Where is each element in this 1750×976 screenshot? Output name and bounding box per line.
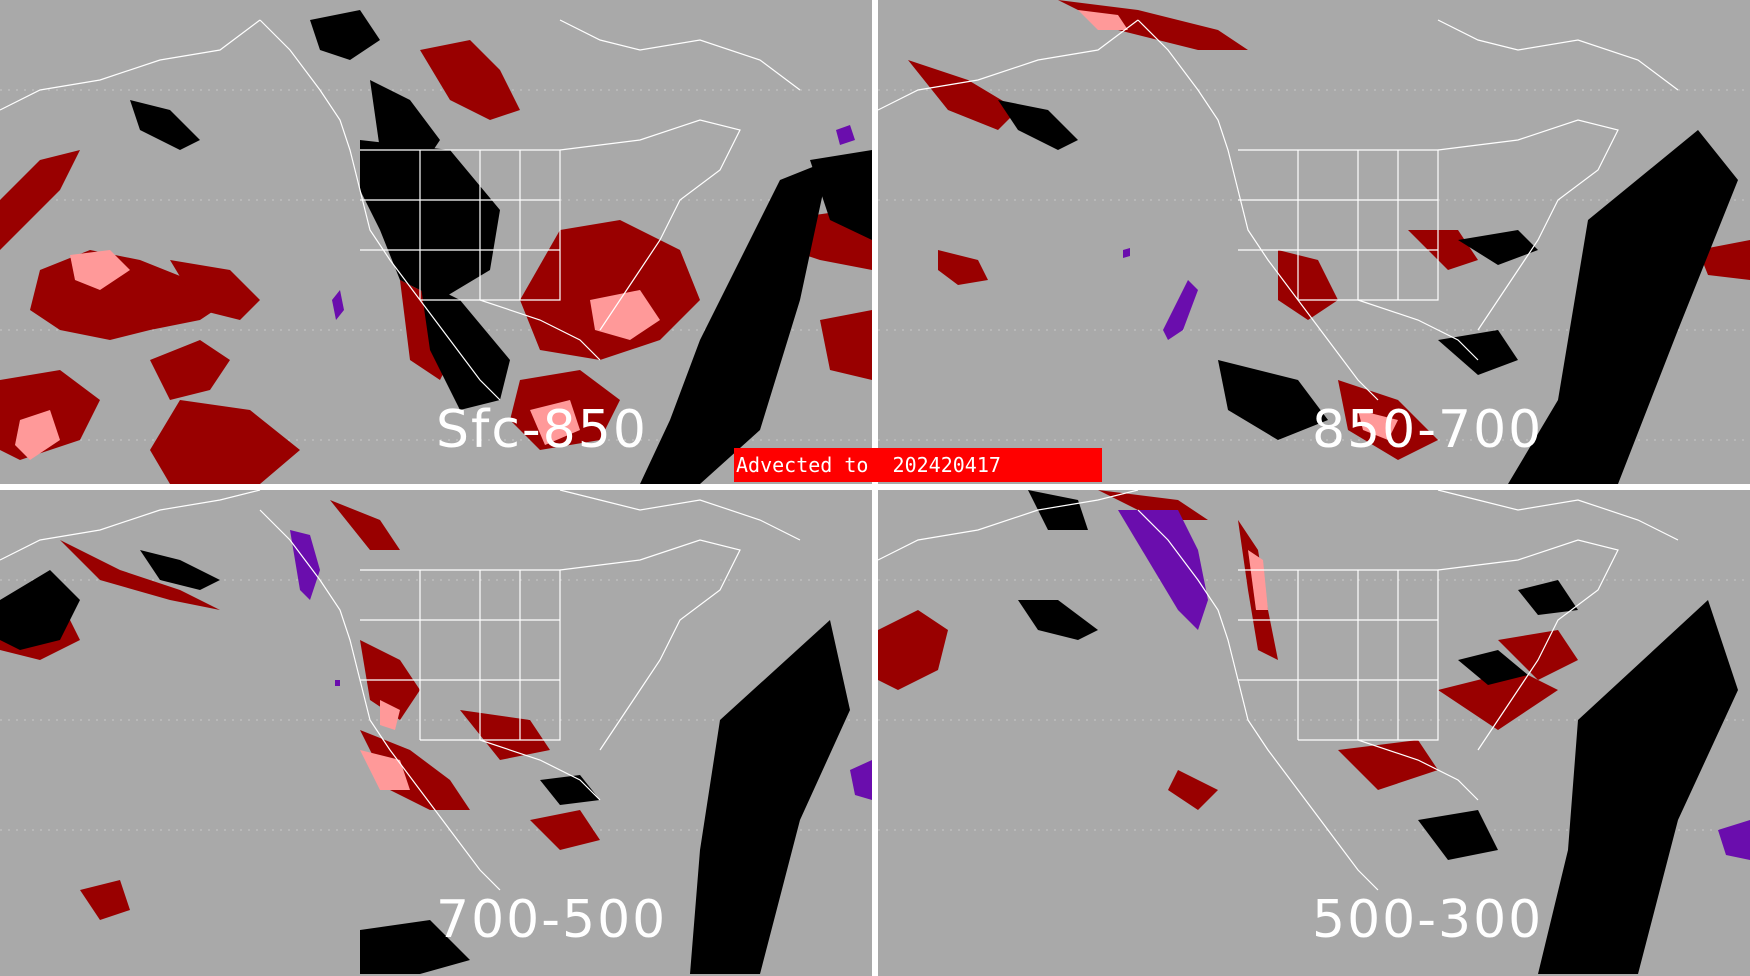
coastline-and-borders <box>878 19 1679 401</box>
panel-700-500: 700-500 <box>0 490 872 974</box>
moisture-purple <box>1123 248 1198 340</box>
panel-sfc-850: Sfc-850 <box>0 0 872 484</box>
moisture-black <box>1018 490 1738 974</box>
moisture-dark-red <box>0 500 600 920</box>
moisture-purple <box>290 530 872 800</box>
moisture-black <box>130 10 872 484</box>
coastline-and-borders <box>0 490 801 891</box>
moisture-purple <box>1118 510 1750 860</box>
advected-banner: Advected to 202420417 <box>734 448 1102 482</box>
layer-label-850-700: 850-700 <box>1312 400 1544 460</box>
panel-850-700: 850-700 <box>878 0 1750 484</box>
coastline-and-borders <box>878 490 1679 891</box>
map-700-500 <box>0 490 872 974</box>
panel-500-300: 500-300 <box>878 490 1750 974</box>
moisture-pink <box>15 250 660 460</box>
horizontal-divider <box>0 484 1750 490</box>
coastline-and-borders <box>0 19 801 401</box>
moisture-black <box>0 550 850 974</box>
moisture-pink <box>1078 10 1398 440</box>
moisture-dark-red <box>878 490 1578 810</box>
layer-label-700-500: 700-500 <box>436 890 668 950</box>
layer-label-sfc-850: Sfc-850 <box>436 400 648 460</box>
map-850-700 <box>878 0 1750 484</box>
moisture-pink <box>1248 550 1268 610</box>
moisture-purple <box>332 125 855 320</box>
moisture-black <box>998 100 1738 484</box>
map-sfc-850 <box>0 10 872 484</box>
map-500-300 <box>878 490 1750 974</box>
layer-label-500-300: 500-300 <box>1312 890 1544 950</box>
